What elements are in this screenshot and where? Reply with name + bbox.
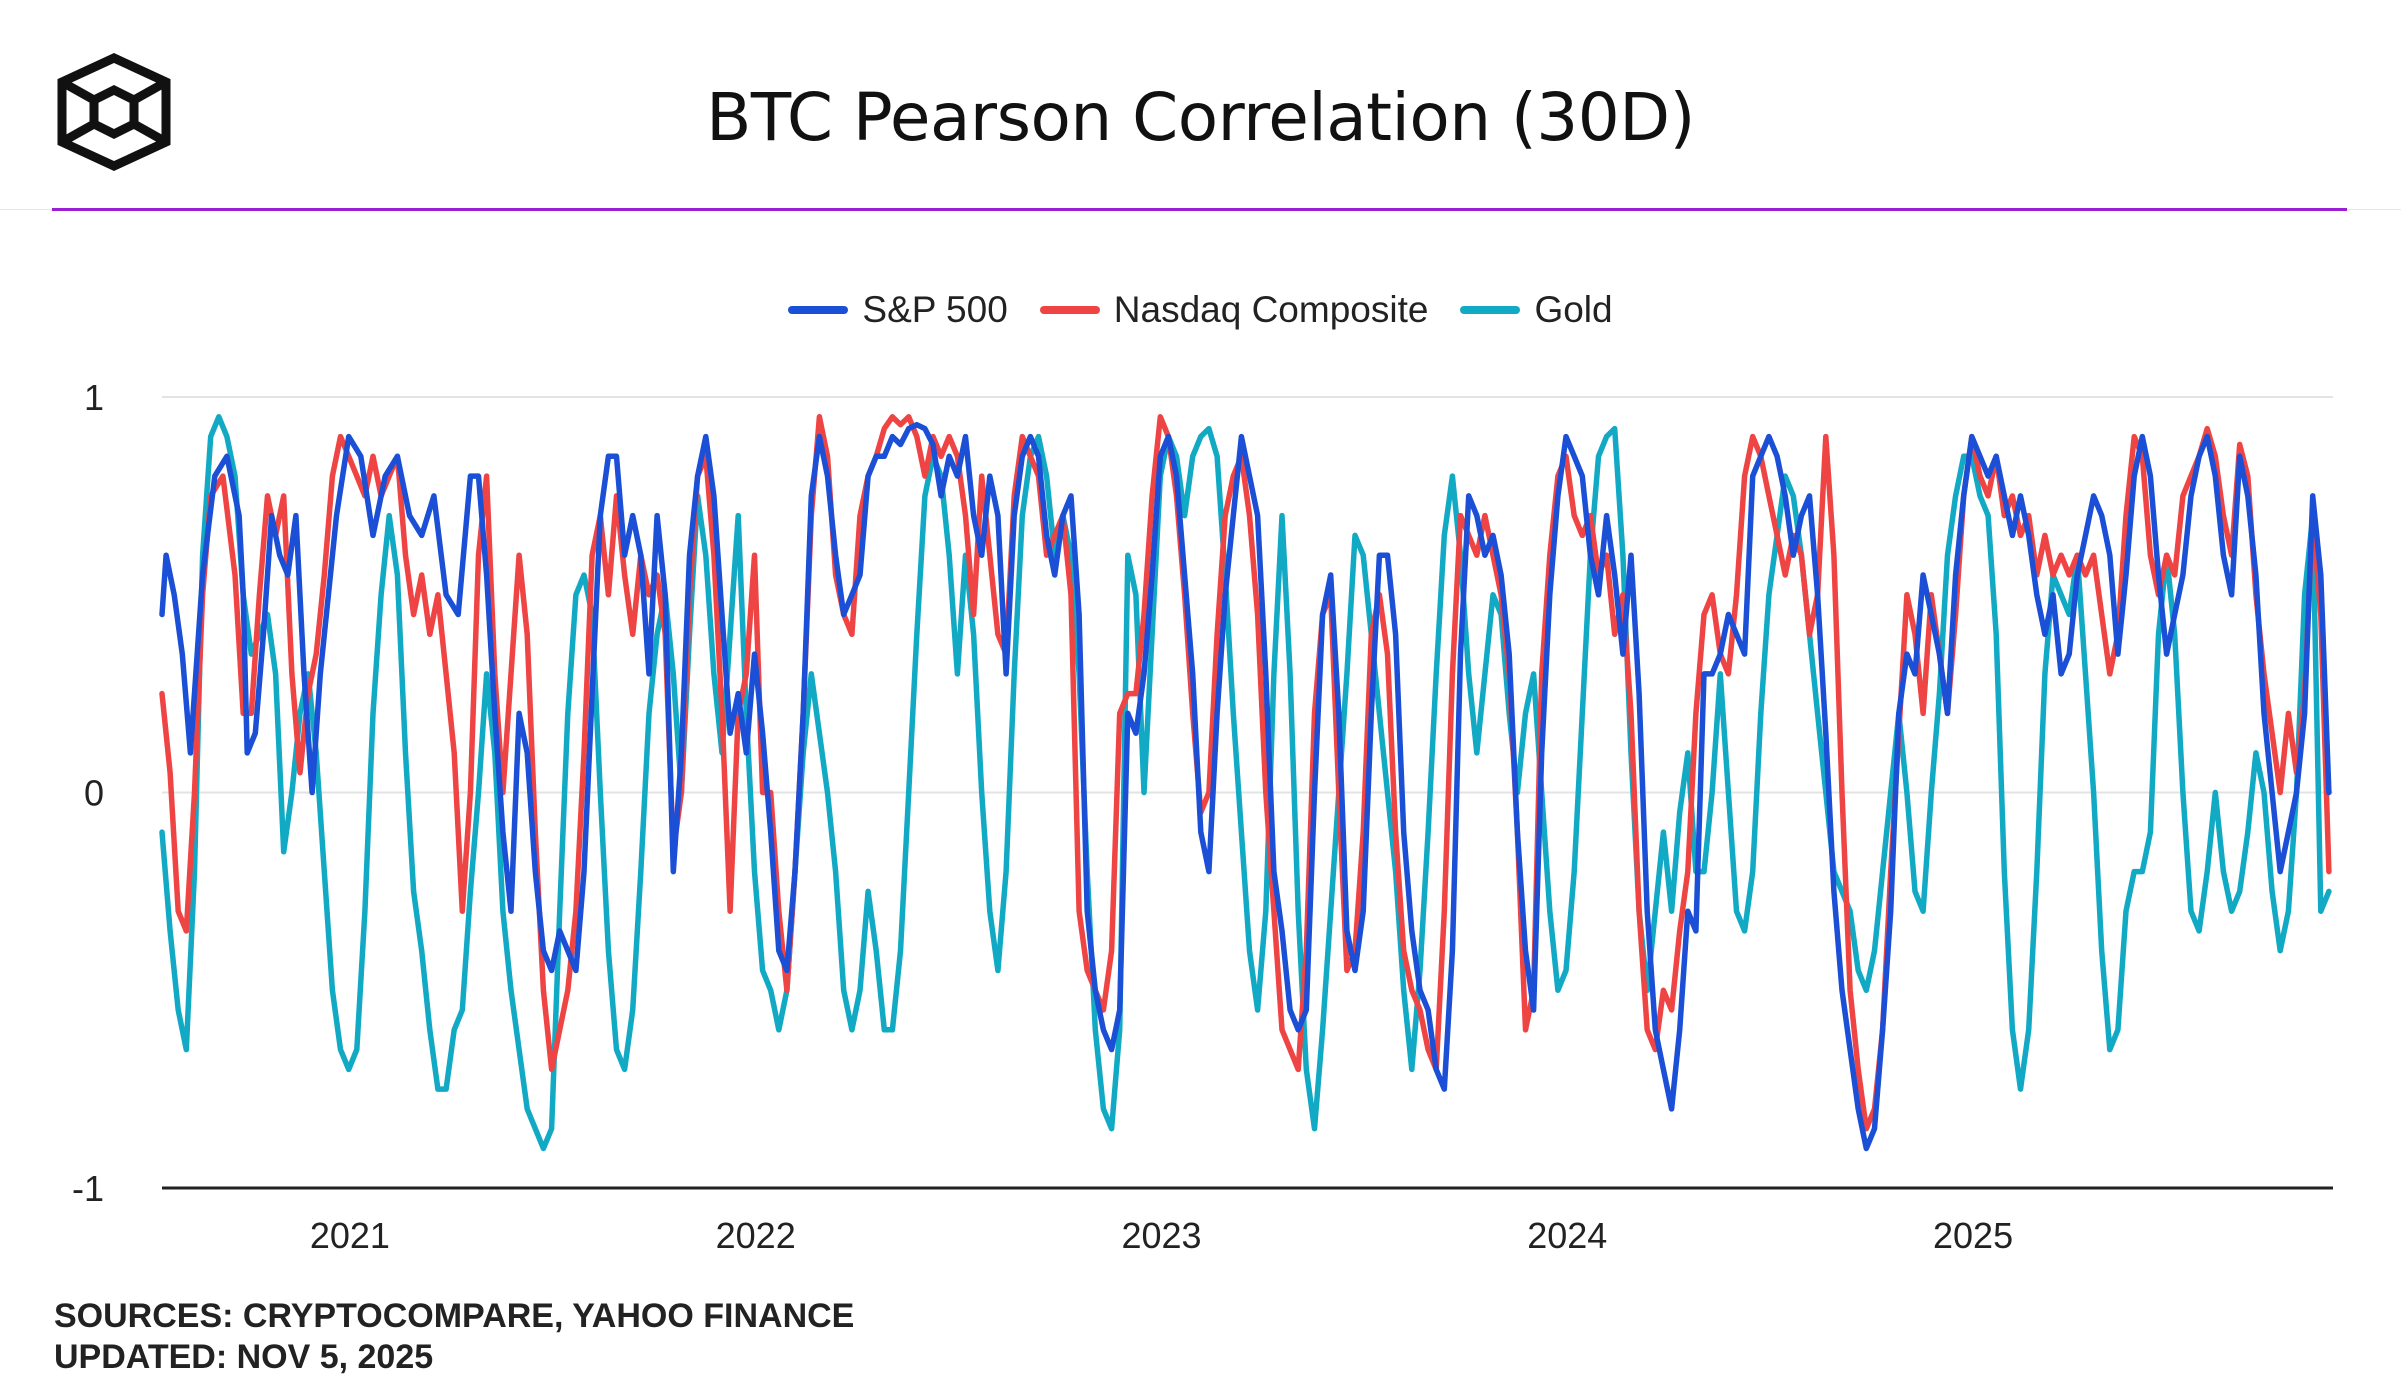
legend-label-gold: Gold bbox=[1534, 289, 1613, 330]
legend-item-sp500[interactable]: S&P 500 bbox=[788, 289, 1008, 331]
updated-note: UPDATED: NOV 5, 2025 bbox=[54, 1338, 434, 1376]
legend-label-nasdaq: Nasdaq Composite bbox=[1113, 289, 1429, 330]
x-tick-label: 2023 bbox=[1121, 1215, 1201, 1256]
chart-title: BTC Pearson Correlation (30D) bbox=[706, 79, 1695, 156]
legend-swatch-sp500 bbox=[788, 306, 849, 314]
x-tick-label: 2024 bbox=[1527, 1215, 1607, 1256]
header-accent-rule bbox=[52, 208, 2347, 211]
y-tick-label: -1 bbox=[72, 1168, 104, 1209]
x-tick-label: 2021 bbox=[310, 1215, 390, 1256]
grid-layer bbox=[162, 396, 2333, 794]
legend-swatch-nasdaq bbox=[1039, 306, 1100, 314]
sp500-series-line[interactable] bbox=[159, 421, 2332, 1152]
cube-logo-icon bbox=[57, 53, 171, 171]
x-tick-label: 2025 bbox=[1933, 1215, 2013, 1256]
legend-swatch-gold bbox=[1460, 306, 1521, 314]
nasdaq-series-line[interactable] bbox=[159, 414, 2332, 1132]
y-tick-label: 0 bbox=[84, 773, 104, 814]
chart-header: BTC Pearson Correlation (30D) bbox=[0, 0, 2401, 212]
sources-note: SOURCES: CRYPTOCOMPARE, YAHOO FINANCE bbox=[54, 1297, 855, 1335]
axis-layer: 1 0 -1 2021 2022 2023 2024 2025 bbox=[72, 377, 2333, 1256]
legend-item-gold[interactable]: Gold bbox=[1460, 289, 1613, 331]
y-tick-label: 1 bbox=[84, 377, 104, 418]
x-tick-label: 2022 bbox=[716, 1215, 796, 1256]
legend-label-sp500: S&P 500 bbox=[862, 289, 1008, 330]
series-layer bbox=[159, 414, 2332, 1152]
correlation-line-chart: 1 0 -1 2021 2022 2023 2024 2025 bbox=[72, 377, 2333, 1256]
chart-footer: SOURCES: CRYPTOCOMPARE, YAHOO FINANCE UP… bbox=[54, 1296, 854, 1378]
chart-legend: S&P 500 Nasdaq Composite Gold bbox=[0, 280, 2401, 340]
legend-item-nasdaq[interactable]: Nasdaq Composite bbox=[1039, 289, 1429, 331]
